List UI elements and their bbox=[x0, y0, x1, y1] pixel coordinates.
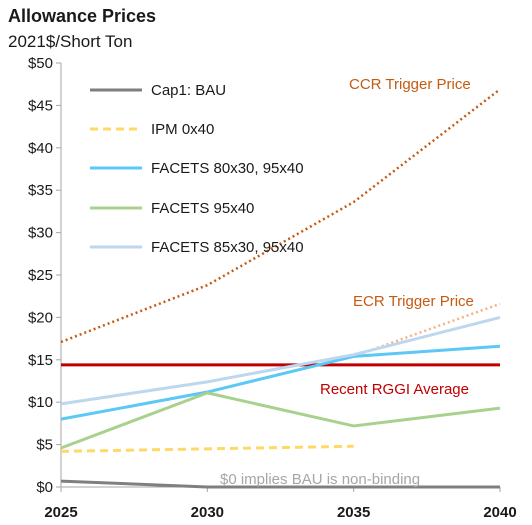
annotation-label: CCR Trigger Price bbox=[349, 76, 471, 93]
annotation-label: $0 implies BAU is non-binding bbox=[220, 471, 420, 488]
x-tick-label: 2025 bbox=[44, 504, 77, 521]
legend: Cap1: BAU IPM 0x40 FACETS 80x30, 95x40 FACE… bbox=[90, 82, 304, 256]
ccr-trigger-price-line bbox=[60, 88, 501, 344]
series-cap1-bau-line bbox=[60, 479, 500, 489]
y-tick-label: $0 bbox=[36, 479, 53, 496]
x-tick-label: 2035 bbox=[337, 504, 370, 521]
y-tick-label: $20 bbox=[28, 309, 53, 326]
x-tick-label: 2040 bbox=[483, 504, 516, 521]
chart-title: Allowance Prices bbox=[8, 6, 157, 26]
y-tick-label: $45 bbox=[28, 97, 53, 114]
series-facets-85x30-95x40-line bbox=[60, 315, 501, 406]
legend-label: FACETS 85x30, 95x40 bbox=[151, 239, 304, 256]
y-tick-label: $25 bbox=[28, 267, 53, 284]
series-facets-95x40-line bbox=[60, 391, 501, 450]
legend-label: Cap1: BAU bbox=[151, 82, 226, 99]
y-tick-label: $40 bbox=[28, 140, 53, 157]
y-tick-label: $50 bbox=[28, 55, 53, 72]
legend-label: IPM 0x40 bbox=[151, 121, 214, 138]
y-tick-label: $15 bbox=[28, 352, 53, 369]
y-tick-label: $10 bbox=[28, 394, 53, 411]
x-tick-label: 2030 bbox=[191, 504, 224, 521]
y-tick-label: $5 bbox=[36, 437, 53, 454]
data-lines bbox=[60, 88, 501, 489]
y-tick-label: $30 bbox=[28, 225, 53, 242]
series-ipm-0x40-line bbox=[60, 444, 354, 453]
annotations: CCR Trigger Price ECR Trigger Price Recent… bbox=[220, 76, 474, 488]
annotation-label: Recent RGGI Average bbox=[320, 381, 469, 398]
chart-subtitle: 2021$/Short Ton bbox=[8, 32, 133, 51]
series-facets-80x30-95x40-line bbox=[60, 344, 501, 421]
y-tick-label: $35 bbox=[28, 182, 53, 199]
annotation-label: ECR Trigger Price bbox=[353, 293, 474, 310]
legend-label: FACETS 95x40 bbox=[151, 200, 254, 217]
legend-label: FACETS 80x30, 95x40 bbox=[151, 160, 304, 177]
